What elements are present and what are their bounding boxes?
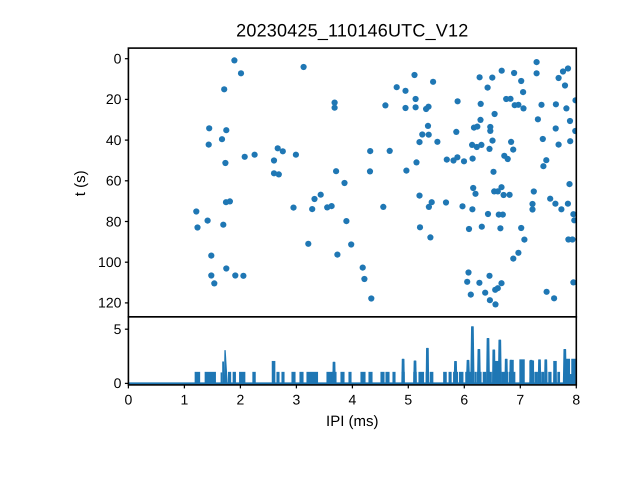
svg-text:5: 5 — [114, 321, 122, 337]
svg-text:0: 0 — [114, 375, 122, 391]
svg-text:120: 120 — [98, 295, 122, 311]
svg-text:t (s): t (s) — [72, 170, 89, 196]
svg-text:6: 6 — [460, 392, 468, 408]
svg-text:80: 80 — [106, 213, 122, 229]
svg-text:3: 3 — [293, 392, 301, 408]
svg-text:0: 0 — [125, 392, 133, 408]
svg-text:40: 40 — [106, 132, 122, 148]
svg-text:8: 8 — [572, 392, 580, 408]
svg-text:20230425_110146UTC_V12: 20230425_110146UTC_V12 — [236, 21, 468, 41]
svg-text:60: 60 — [106, 173, 122, 189]
svg-text:IPI (ms): IPI (ms) — [326, 413, 379, 430]
svg-text:20: 20 — [106, 91, 122, 107]
svg-text:0: 0 — [114, 51, 122, 67]
svg-text:4: 4 — [349, 392, 357, 408]
svg-text:1: 1 — [181, 392, 189, 408]
svg-text:7: 7 — [516, 392, 524, 408]
svg-text:2: 2 — [237, 392, 245, 408]
svg-text:5: 5 — [404, 392, 412, 408]
svg-text:100: 100 — [98, 254, 122, 270]
